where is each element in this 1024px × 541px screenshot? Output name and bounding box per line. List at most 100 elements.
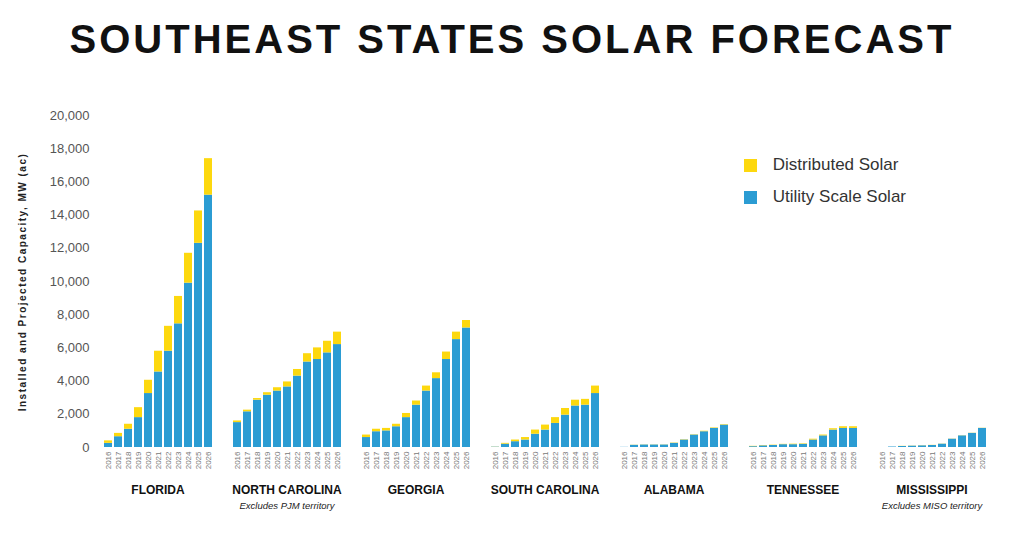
svg-text:2020: 2020	[918, 451, 927, 469]
svg-text:2018: 2018	[124, 451, 133, 469]
svg-text:2020: 2020	[531, 451, 540, 469]
html-text:Distributed Solar: Distributed Solar	[772, 155, 899, 174]
svg-text:6,000: 6,000	[57, 340, 90, 355]
svg-text:2017: 2017	[372, 451, 381, 469]
svg-text:SOUTH CAROLINA: SOUTH CAROLINA	[491, 483, 600, 497]
svg-text:2025: 2025	[194, 451, 203, 469]
svg-text:10,000: 10,000	[50, 274, 90, 289]
svg-text:4,000: 4,000	[57, 373, 90, 388]
svg-text:FLORIDA: FLORIDA	[131, 483, 185, 497]
html-text:Utility Scale Solar: Utility Scale Solar	[772, 187, 906, 206]
svg-text:16,000: 16,000	[50, 174, 90, 189]
svg-text:2016: 2016	[362, 451, 371, 469]
svg-text:2026: 2026	[720, 451, 729, 469]
svg-text:2024: 2024	[184, 451, 193, 469]
svg-text:2016: 2016	[749, 451, 758, 469]
svg-text:2025: 2025	[839, 451, 848, 469]
svg-text:2019: 2019	[134, 451, 143, 469]
svg-text:2017: 2017	[501, 451, 510, 469]
svg-text:2024: 2024	[829, 451, 838, 469]
svg-text:2022: 2022	[938, 451, 947, 469]
svg-text:2023: 2023	[690, 451, 699, 469]
svg-text:2023: 2023	[948, 451, 957, 469]
svg-text:2024: 2024	[313, 451, 322, 469]
svg-text:Excludes MISO territory: Excludes MISO territory	[882, 500, 984, 511]
svg-text:2019: 2019	[263, 451, 272, 469]
svg-text:2023: 2023	[303, 451, 312, 469]
svg-text:2023: 2023	[819, 451, 828, 469]
svg-text:2019: 2019	[650, 451, 659, 469]
svg-text:2021: 2021	[154, 451, 163, 469]
svg-text:2016: 2016	[620, 451, 629, 469]
svg-text:2024: 2024	[571, 451, 580, 469]
svg-text:2026: 2026	[462, 451, 471, 469]
svg-text:2022: 2022	[422, 451, 431, 469]
svg-text:2018: 2018	[253, 451, 262, 469]
svg-text:12,000: 12,000	[50, 240, 90, 255]
svg-text:2022: 2022	[293, 451, 302, 469]
svg-text:2021: 2021	[670, 451, 679, 469]
svg-text:2025: 2025	[581, 451, 590, 469]
svg-text:2020: 2020	[402, 451, 411, 469]
svg-text:18,000: 18,000	[50, 141, 90, 156]
svg-text:2016: 2016	[104, 451, 113, 469]
svg-text:2016: 2016	[233, 451, 242, 469]
svg-text:2026: 2026	[591, 451, 600, 469]
svg-text:2020: 2020	[789, 451, 798, 469]
html-text:SOUTHEAST STATES SOLAR FORECAS: SOUTHEAST STATES SOLAR FORECAST	[69, 17, 955, 61]
svg-text:8,000: 8,000	[57, 307, 90, 322]
svg-text:2023: 2023	[432, 451, 441, 469]
svg-text:2022: 2022	[809, 451, 818, 469]
svg-text:GEORGIA: GEORGIA	[388, 483, 445, 497]
svg-text:2017: 2017	[243, 451, 252, 469]
svg-text:ALABAMA: ALABAMA	[644, 483, 705, 497]
svg-text:2026: 2026	[204, 451, 213, 469]
svg-text:2018: 2018	[640, 451, 649, 469]
svg-text:2017: 2017	[888, 451, 897, 469]
svg-text:2017: 2017	[759, 451, 768, 469]
svg-text:2016: 2016	[878, 451, 887, 469]
svg-text:2,000: 2,000	[57, 406, 90, 421]
svg-text:2021: 2021	[541, 451, 550, 469]
svg-text:2022: 2022	[680, 451, 689, 469]
svg-text:2018: 2018	[382, 451, 391, 469]
svg-text:2020: 2020	[273, 451, 282, 469]
svg-text:MISSISSIPPI: MISSISSIPPI	[896, 483, 967, 497]
svg-text:2018: 2018	[898, 451, 907, 469]
svg-text:2019: 2019	[908, 451, 917, 469]
svg-text:2022: 2022	[164, 451, 173, 469]
svg-text:2019: 2019	[779, 451, 788, 469]
svg-text:2026: 2026	[333, 451, 342, 469]
svg-text:2017: 2017	[630, 451, 639, 469]
svg-text:TENNESSEE: TENNESSEE	[767, 483, 840, 497]
svg-text:2018: 2018	[511, 451, 520, 469]
svg-text:2025: 2025	[710, 451, 719, 469]
svg-text:2024: 2024	[700, 451, 709, 469]
svg-text:0: 0	[82, 440, 89, 455]
svg-text:2024: 2024	[958, 451, 967, 469]
svg-text:2016: 2016	[491, 451, 500, 469]
svg-text:2017: 2017	[114, 451, 123, 469]
svg-text:2023: 2023	[561, 451, 570, 469]
svg-text:2026: 2026	[978, 451, 987, 469]
svg-text:Excludes PJM territory: Excludes PJM territory	[239, 500, 335, 511]
svg-text:2019: 2019	[392, 451, 401, 469]
svg-text:2019: 2019	[521, 451, 530, 469]
svg-text:2025: 2025	[452, 451, 461, 469]
svg-text:NORTH CAROLINA: NORTH CAROLINA	[232, 483, 342, 497]
svg-text:2023: 2023	[174, 451, 183, 469]
svg-text:2020: 2020	[144, 451, 153, 469]
svg-text:2025: 2025	[323, 451, 332, 469]
svg-text:2021: 2021	[283, 451, 292, 469]
svg-text:2024: 2024	[442, 451, 451, 469]
svg-text:2021: 2021	[799, 451, 808, 469]
svg-text:20,000: 20,000	[50, 108, 90, 123]
svg-text:2026: 2026	[849, 451, 858, 469]
svg-text:2022: 2022	[551, 451, 560, 469]
svg-text:2018: 2018	[769, 451, 778, 469]
svg-text:2021: 2021	[928, 451, 937, 469]
svg-text:2025: 2025	[968, 451, 977, 469]
svg-text:14,000: 14,000	[50, 207, 90, 222]
svg-text:2020: 2020	[660, 451, 669, 469]
svg-text:2021: 2021	[412, 451, 421, 469]
